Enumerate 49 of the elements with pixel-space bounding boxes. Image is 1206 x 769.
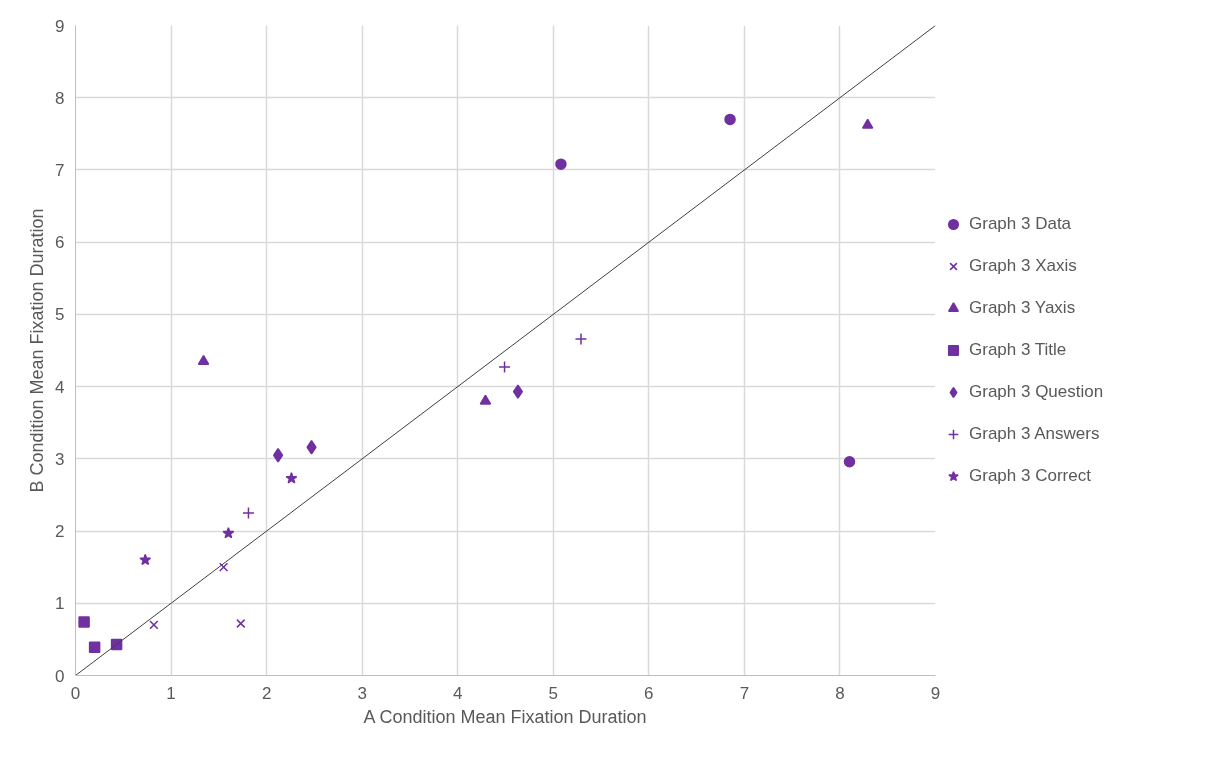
point: [88, 641, 101, 654]
x-tick-label: 2: [261, 683, 272, 703]
point: [222, 526, 235, 539]
point: [555, 158, 567, 170]
y-tick-label: 8: [55, 88, 65, 108]
point: [272, 447, 284, 463]
point: [149, 620, 159, 630]
x-tick-label: 1: [166, 683, 176, 703]
y-tick-label: 7: [55, 160, 65, 180]
y-tick-label: 0: [55, 666, 65, 686]
point: [236, 618, 246, 629]
point: [724, 113, 736, 126]
point: [843, 455, 856, 468]
y-tick-label: 6: [55, 233, 65, 253]
x-tick-label: 9: [930, 683, 941, 703]
point: [242, 506, 255, 520]
y-tick-label: 5: [55, 305, 65, 325]
point: [479, 394, 492, 405]
legend-label: Graph 3 Title: [969, 340, 1067, 360]
x-tick-label: 6: [644, 683, 654, 703]
y-tick-label: 2: [55, 522, 65, 542]
x-tick-label: 0: [70, 683, 81, 703]
point: [139, 553, 152, 566]
x-tick-label: 4: [452, 683, 463, 703]
x-tick-label: 7: [739, 683, 750, 703]
legend-label: Graph 3 Answers: [969, 424, 1100, 444]
legend-label: Graph 3 Data: [969, 214, 1072, 234]
point: [78, 616, 90, 628]
legend-label: Graph 3 Correct: [969, 466, 1091, 486]
y-tick-label: 1: [55, 594, 65, 614]
point: [861, 118, 874, 129]
point: [306, 440, 317, 455]
point: [574, 332, 588, 346]
x-tick-label: 8: [835, 683, 845, 703]
y-axis-title: B Condition Mean Fixation Duration: [27, 208, 48, 493]
legend-label: Graph 3 Question: [969, 382, 1104, 402]
x-axis-title: A Condition Mean Fixation Duration: [363, 706, 647, 727]
point: [218, 562, 229, 572]
legend-label: Graph 3 Xaxis: [969, 256, 1077, 276]
x-tick-label: 5: [548, 683, 559, 703]
y-tick-label: 3: [55, 449, 65, 469]
x-tick-label: 3: [357, 683, 367, 703]
point: [512, 384, 524, 399]
y-tick-label: 9: [55, 16, 65, 36]
point: [285, 472, 298, 484]
point: [498, 360, 511, 374]
legend-label: Graph 3 Yaxis: [969, 298, 1076, 318]
point: [197, 354, 210, 365]
y-tick-label: 4: [55, 377, 65, 397]
